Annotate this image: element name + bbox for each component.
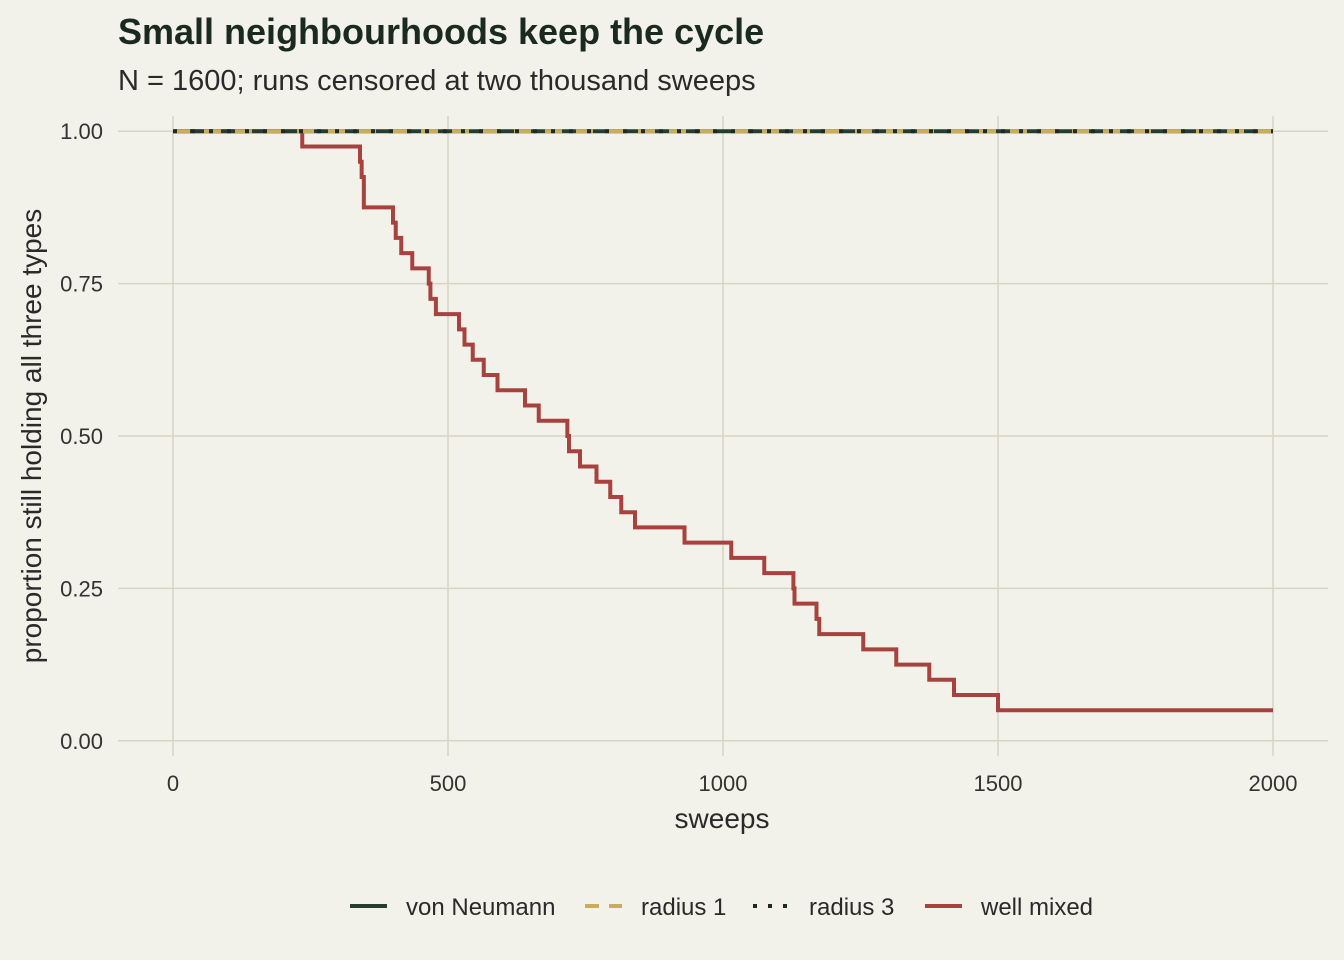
x-tick-label: 2000 xyxy=(1249,771,1298,796)
chart-title: Small neighbourhoods keep the cycle xyxy=(118,11,764,52)
x-tick-label: 1500 xyxy=(974,771,1023,796)
legend-label: von Neumann xyxy=(406,894,555,921)
x-tick-label: 500 xyxy=(430,771,467,796)
x-axis-title: sweeps xyxy=(675,803,770,834)
legend-label: radius 1 xyxy=(641,894,726,921)
legend: von Neumann radius 1 radius 3 well mixed xyxy=(350,894,1093,921)
x-axis-ticks: 0 500 1000 1500 2000 xyxy=(167,771,1298,796)
x-tick-label: 1000 xyxy=(699,771,748,796)
x-tick-label: 0 xyxy=(167,771,179,796)
chart-subtitle: N = 1600; runs censored at two thousand … xyxy=(118,65,756,97)
y-tick-label: 0.25 xyxy=(60,576,103,601)
series-lines xyxy=(173,129,1273,713)
series-line-well-mixed xyxy=(173,129,1273,713)
y-axis-title: proportion still holding all three types xyxy=(16,209,47,663)
legend-label: well mixed xyxy=(980,894,1093,921)
y-tick-label: 1.00 xyxy=(60,119,103,144)
y-tick-label: 0.00 xyxy=(60,729,103,754)
y-axis-ticks: 0.00 0.25 0.50 0.75 1.00 xyxy=(60,119,103,754)
y-tick-label: 0.75 xyxy=(60,272,103,297)
grid xyxy=(118,116,1328,756)
legend-label: radius 3 xyxy=(809,894,894,921)
y-tick-label: 0.50 xyxy=(60,424,103,449)
